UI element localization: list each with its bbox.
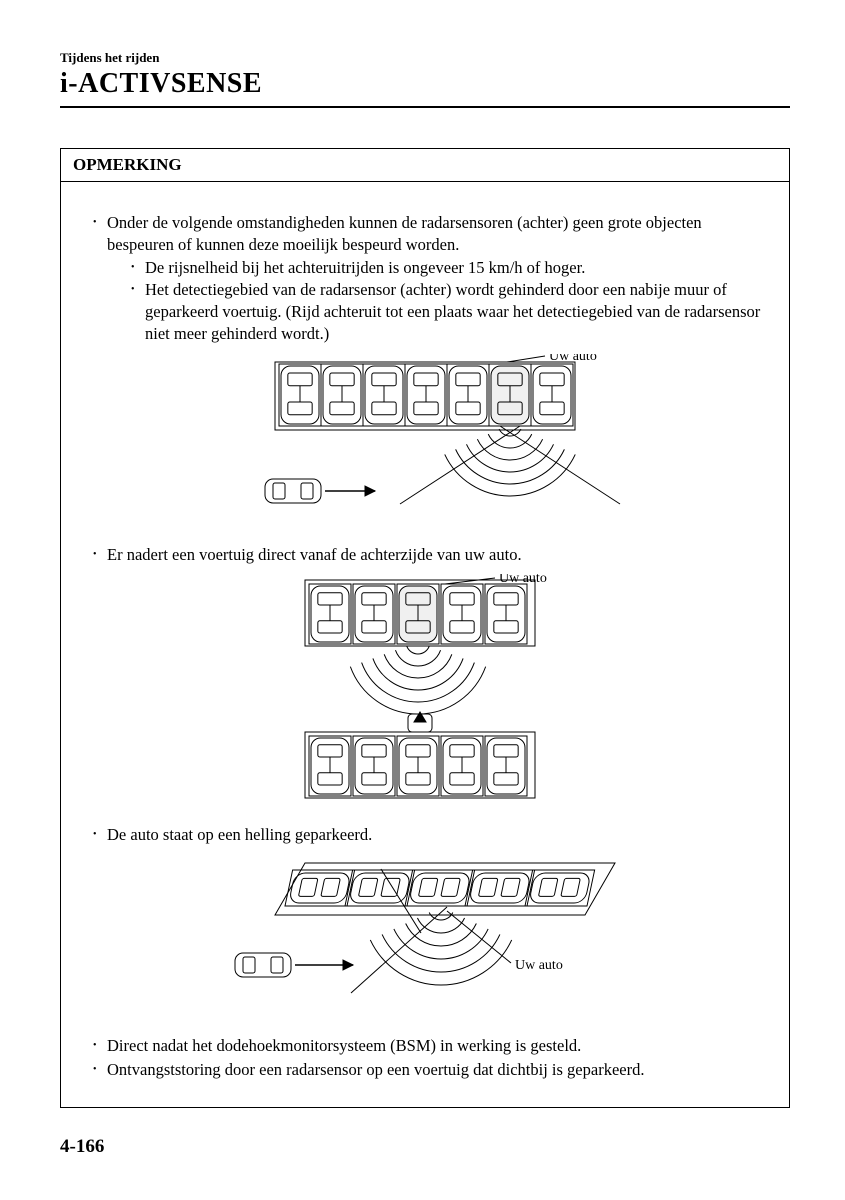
diagram-obstruction: Uw auto bbox=[79, 354, 771, 530]
page-header: Tijdens het rijden i-ACTIVSENSE bbox=[60, 50, 790, 100]
notice-body: Onder de volgende omstandigheden kunnen … bbox=[61, 182, 789, 1107]
sub-bullet-speed: De rijsnelheid bij het achteruitrijden i… bbox=[131, 257, 771, 279]
header-rule bbox=[60, 106, 790, 108]
notice-title: OPMERKING bbox=[61, 149, 789, 182]
bullet-interference: Ontvangststoring door een radarsensor op… bbox=[93, 1059, 771, 1081]
bullet-bsm: Direct nadat het dodehoekmonitorsysteem … bbox=[93, 1035, 771, 1057]
sub-bullet-obstruction: Het detectiegebied van de radarsensor (a… bbox=[131, 279, 771, 346]
page-number: 4-166 bbox=[60, 1136, 104, 1158]
bullet-rear-approach: Er nadert een voertuig direct vanaf de a… bbox=[93, 544, 771, 566]
notice-box: OPMERKING Onder de volgende omstandighed… bbox=[60, 148, 790, 1108]
section-title: i-ACTIVSENSE bbox=[60, 68, 790, 100]
own-car-label-3: Uw auto bbox=[515, 958, 563, 973]
bullet-slope: De auto staat op een helling geparkeerd. bbox=[93, 824, 771, 846]
diagram-rear-approach: Uw auto bbox=[79, 574, 771, 810]
bullet-intro: Onder de volgende omstandigheden kunnen … bbox=[93, 212, 771, 346]
own-car-label-2: Uw auto bbox=[499, 574, 547, 586]
diagram-slope: Uw auto bbox=[79, 855, 771, 1021]
intro-text: Onder de volgende omstandigheden kunnen … bbox=[107, 213, 702, 254]
chapter-label: Tijdens het rijden bbox=[60, 50, 790, 66]
own-car-label-1: Uw auto bbox=[549, 354, 597, 364]
